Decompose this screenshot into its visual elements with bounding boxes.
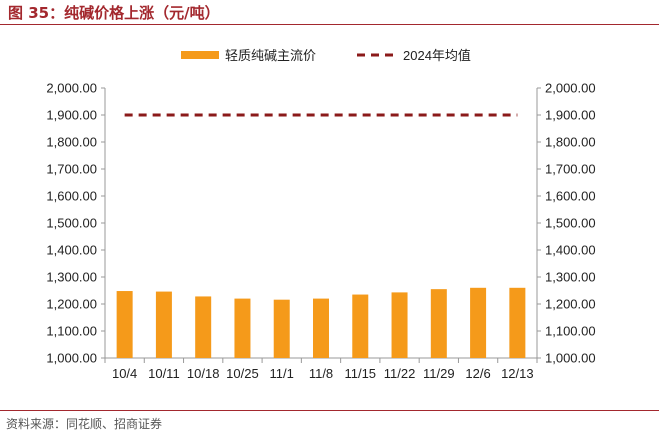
bar-11/15 <box>352 294 369 358</box>
y-right-tick-label: 2,000.00 <box>545 81 596 96</box>
x-tick-label: 10/25 <box>226 366 259 381</box>
bar-10/11 <box>155 291 172 358</box>
x-tick-label: 12/13 <box>501 366 534 381</box>
legend-label-bars: 轻质纯碱主流价 <box>225 48 316 63</box>
y-left-tick-label: 1,400.00 <box>46 243 97 258</box>
x-tick-label: 11/1 <box>270 366 294 381</box>
y-left-tick-label: 1,500.00 <box>46 216 97 231</box>
x-tick-label: 11/8 <box>309 366 333 381</box>
bar-12/6 <box>470 287 487 358</box>
bar-11/22 <box>391 292 408 358</box>
legend: 轻质纯碱主流价 2024年均值 <box>181 48 471 63</box>
source-rule <box>0 410 659 411</box>
y-right-tick-label: 1,900.00 <box>545 108 596 123</box>
y-left-tick-labels: 1,000.00 1,100.00 1,200.00 1,300.00 1,400.00… <box>46 81 97 366</box>
y-left-tick-label: 2,000.00 <box>46 81 97 96</box>
y-left-tick-label: 1,700.00 <box>46 162 97 177</box>
y-right-tick-label: 1,500.00 <box>545 216 596 231</box>
bar-11/29 <box>430 289 447 358</box>
bar-11/1 <box>273 299 290 358</box>
y-right-tick-label: 1,400.00 <box>545 243 596 258</box>
title-rule <box>0 24 659 25</box>
y-right-tick-label: 1,200.00 <box>545 297 596 312</box>
y-left-tick-label: 1,600.00 <box>46 189 97 204</box>
y-right-tick-label: 1,000.00 <box>545 351 596 366</box>
x-tick-label: 10/4 <box>112 366 137 381</box>
bar-11/8 <box>313 298 329 358</box>
x-tick-label: 11/15 <box>344 366 376 381</box>
x-tick-label: 10/18 <box>187 366 220 381</box>
bar-10/4 <box>116 291 133 358</box>
y-right-tick-label: 1,100.00 <box>545 324 596 339</box>
source-note: 资料来源：同花顺、招商证券 <box>6 417 163 431</box>
bars <box>116 287 526 358</box>
y-left-tick-label: 1,300.00 <box>46 270 97 285</box>
chart: 轻质纯碱主流价 2024年均值 10/4 10/11 10/18 10/25 11/1 1… <box>46 48 596 381</box>
x-tick-labels: 10/4 10/11 10/18 10/25 11/1 11/8 11/15 11/22 11/… <box>112 366 534 381</box>
y-right-tick-label: 1,800.00 <box>545 135 596 150</box>
y-left-tick-label: 1,100.00 <box>46 324 97 339</box>
y-left-tick-label: 1,000.00 <box>46 351 97 366</box>
x-tick-label: 10/11 <box>148 366 180 381</box>
bar-12/13 <box>509 287 526 358</box>
x-tick-label: 11/29 <box>423 366 455 381</box>
legend-label-avg: 2024年均值 <box>403 48 471 63</box>
figure-title: 图 35：纯碱价格上涨（元/吨） <box>8 4 220 22</box>
y-left-tick-label: 1,200.00 <box>46 297 97 312</box>
x-tick-label: 11/22 <box>384 366 416 381</box>
y-right-tick-label: 1,300.00 <box>545 270 596 285</box>
y-left-tick-label: 1,800.00 <box>46 135 97 150</box>
y-right-tick-label: 1,600.00 <box>545 189 596 204</box>
legend-swatch-bars <box>181 51 219 59</box>
y-right-tick-labels: 1,000.00 1,100.00 1,200.00 1,300.00 1,400.00… <box>545 81 596 366</box>
x-tick-label: 12/6 <box>465 366 490 381</box>
y-right-tick-label: 1,700.00 <box>545 162 596 177</box>
bar-10/25 <box>234 298 251 358</box>
y-left-tick-label: 1,900.00 <box>46 108 97 123</box>
bar-10/18 <box>195 296 212 358</box>
